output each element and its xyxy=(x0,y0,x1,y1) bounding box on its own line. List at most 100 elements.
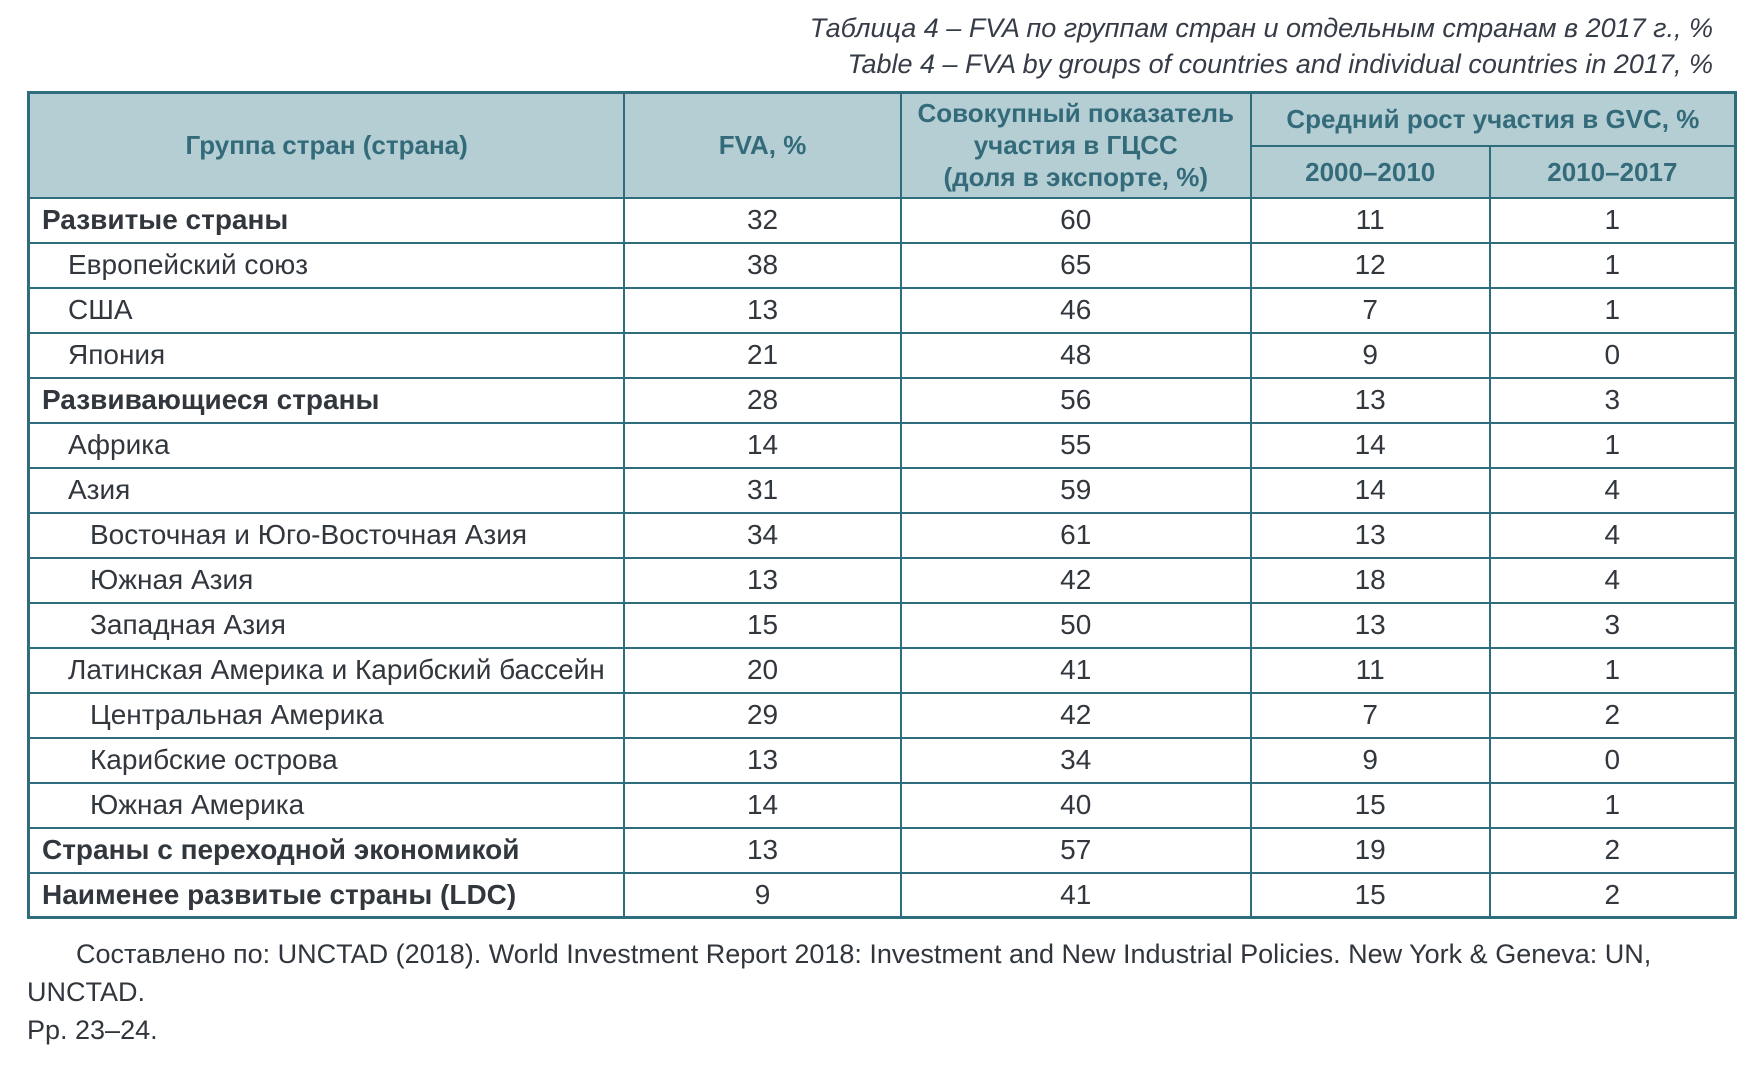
growth-2000-2010-value: 7 xyxy=(1249,691,1491,739)
participation-value: 56 xyxy=(899,376,1252,424)
growth-2010-2017-value: 0 xyxy=(1488,331,1737,379)
table-row: Япония 21 48 9 0 xyxy=(27,331,1737,379)
gvc-participation-line-1: Совокупный показатель xyxy=(917,98,1235,129)
source-note-line-1: Составлено по: UNCTAD (2018). World Inve… xyxy=(27,939,1652,1007)
table-row: Африка 14 55 14 1 xyxy=(27,421,1737,469)
growth-2010-2017-value: 4 xyxy=(1488,556,1737,604)
growth-2010-2017-value: 1 xyxy=(1488,781,1737,829)
row-label: США xyxy=(27,286,626,334)
growth-2010-2017-value: 3 xyxy=(1488,601,1737,649)
row-label: Латинская Америка и Карибский бассейн xyxy=(27,646,626,694)
growth-2000-2010-value: 14 xyxy=(1249,466,1491,514)
growth-2000-2010-value: 15 xyxy=(1249,871,1491,919)
growth-2010-2017-value: 0 xyxy=(1488,736,1737,784)
fva-value: 34 xyxy=(623,511,902,559)
table-row: Развивающиеся страны 28 56 13 3 xyxy=(27,376,1737,424)
participation-value: 61 xyxy=(899,511,1252,559)
growth-2010-2017-value: 3 xyxy=(1488,376,1737,424)
table-caption: Таблица 4 – FVA по группам стран и отдел… xyxy=(0,0,1764,82)
table-row: Западная Азия 15 50 13 3 xyxy=(27,601,1737,649)
gvc-participation-line-3: (доля в экспорте, %) xyxy=(943,162,1209,193)
growth-2010-2017-value: 1 xyxy=(1488,241,1737,289)
participation-value: 48 xyxy=(899,331,1252,379)
growth-2000-2010-value: 14 xyxy=(1249,421,1491,469)
growth-2000-2010-value: 11 xyxy=(1249,196,1491,244)
growth-2000-2010-value: 9 xyxy=(1249,331,1491,379)
fva-value: 13 xyxy=(623,556,902,604)
table-row: США 13 46 7 1 xyxy=(27,286,1737,334)
growth-2010-2017-value: 1 xyxy=(1488,646,1737,694)
participation-value: 41 xyxy=(899,646,1252,694)
row-label: Карибские острова xyxy=(27,736,626,784)
fva-value: 14 xyxy=(623,781,902,829)
table-row: Европейский союз 38 65 12 1 xyxy=(27,241,1737,289)
row-label: Азия xyxy=(27,466,626,514)
participation-value: 42 xyxy=(899,556,1252,604)
table-row: Южная Азия 13 42 18 4 xyxy=(27,556,1737,604)
col-header-period-2000-2010: 2000–2010 xyxy=(1249,144,1491,199)
growth-2010-2017-value: 2 xyxy=(1488,871,1737,919)
participation-value: 34 xyxy=(899,736,1252,784)
col-header-period-2010-2017: 2010–2017 xyxy=(1488,144,1737,199)
growth-2000-2010-value: 19 xyxy=(1249,826,1491,874)
growth-2010-2017-value: 1 xyxy=(1488,421,1737,469)
col-header-gvc-participation: Совокупный показатель участия в ГЦСС (до… xyxy=(899,91,1252,199)
table-row: Карибские острова 13 34 9 0 xyxy=(27,736,1737,784)
growth-2000-2010-value: 7 xyxy=(1249,286,1491,334)
table-row: Развитые страны 32 60 11 1 xyxy=(27,196,1737,244)
participation-value: 65 xyxy=(899,241,1252,289)
fva-value: 21 xyxy=(623,331,902,379)
participation-value: 60 xyxy=(899,196,1252,244)
fva-value: 20 xyxy=(623,646,902,694)
fva-value: 32 xyxy=(623,196,902,244)
row-label: Европейский союз xyxy=(27,241,626,289)
growth-2000-2010-value: 9 xyxy=(1249,736,1491,784)
fva-value: 31 xyxy=(623,466,902,514)
col-header-fva: FVA, % xyxy=(623,91,902,199)
participation-value: 41 xyxy=(899,871,1252,919)
table-row: Наименее развитые страны (LDC) 9 41 15 2 xyxy=(27,871,1737,919)
fva-value: 15 xyxy=(623,601,902,649)
table-header: Группа стран (страна) FVA, % Совокупный … xyxy=(27,91,1737,199)
row-label: Развитые страны xyxy=(27,196,626,244)
col-header-avg-growth: Средний рост участия в GVC, % xyxy=(1249,91,1737,147)
row-label: Япония xyxy=(27,331,626,379)
growth-2000-2010-value: 11 xyxy=(1249,646,1491,694)
growth-2010-2017-value: 2 xyxy=(1488,691,1737,739)
growth-2000-2010-value: 13 xyxy=(1249,601,1491,649)
fva-value: 13 xyxy=(623,826,902,874)
growth-2010-2017-value: 4 xyxy=(1488,466,1737,514)
growth-2010-2017-value: 1 xyxy=(1488,286,1737,334)
row-label: Центральная Америка xyxy=(27,691,626,739)
fva-table: Группа стран (страна) FVA, % Совокупный … xyxy=(27,91,1737,919)
table-caption-ru: Таблица 4 – FVA по группам стран и отдел… xyxy=(809,13,1713,43)
row-label: Страны с переходной экономикой xyxy=(27,826,626,874)
source-note-line-2: Pp. 23–24. xyxy=(27,1015,158,1045)
table-row: Латинская Америка и Карибский бассейн 20 4… xyxy=(27,646,1737,694)
table-row: Страны с переходной экономикой 13 57 19 2 xyxy=(27,826,1737,874)
table-row: Азия 31 59 14 4 xyxy=(27,466,1737,514)
col-header-country-group: Группа стран (страна) xyxy=(27,91,626,199)
fva-value: 9 xyxy=(623,871,902,919)
growth-2000-2010-value: 13 xyxy=(1249,376,1491,424)
table-row: Восточная и Юго-Восточная Азия 34 61 13 4 xyxy=(27,511,1737,559)
growth-2010-2017-value: 4 xyxy=(1488,511,1737,559)
fva-value: 28 xyxy=(623,376,902,424)
row-label: Развивающиеся страны xyxy=(27,376,626,424)
growth-2000-2010-value: 18 xyxy=(1249,556,1491,604)
table-row: Центральная Америка 29 42 7 2 xyxy=(27,691,1737,739)
row-label: Африка xyxy=(27,421,626,469)
participation-value: 50 xyxy=(899,601,1252,649)
growth-2000-2010-value: 13 xyxy=(1249,511,1491,559)
gvc-participation-line-2: участия в ГЦСС xyxy=(973,130,1178,161)
row-label: Наименее развитые страны (LDC) xyxy=(27,871,626,919)
participation-value: 57 xyxy=(899,826,1252,874)
growth-2010-2017-value: 1 xyxy=(1488,196,1737,244)
fva-value: 13 xyxy=(623,736,902,784)
fva-value: 38 xyxy=(623,241,902,289)
table-body: Развитые страны 32 60 11 1 Европейский союз 38… xyxy=(27,196,1737,919)
fva-value: 14 xyxy=(623,421,902,469)
participation-value: 46 xyxy=(899,286,1252,334)
participation-value: 55 xyxy=(899,421,1252,469)
